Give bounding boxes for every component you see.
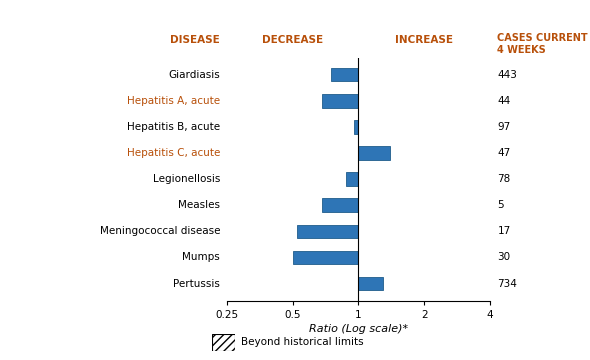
Text: DECREASE: DECREASE (262, 35, 323, 45)
Bar (353, 120, 359, 134)
Text: Pertussis: Pertussis (173, 279, 220, 289)
Text: 5: 5 (497, 200, 504, 210)
Text: 734: 734 (497, 279, 517, 289)
Text: 443: 443 (497, 69, 517, 80)
Text: 17: 17 (497, 226, 510, 237)
Text: Hepatitis C, acute: Hepatitis C, acute (127, 148, 220, 158)
Bar (322, 198, 359, 212)
X-axis label: Ratio (Log scale)*: Ratio (Log scale)* (309, 324, 408, 334)
Text: 44: 44 (497, 96, 510, 106)
Text: Meningococcal disease: Meningococcal disease (100, 226, 220, 237)
Text: Measles: Measles (178, 200, 220, 210)
Bar (297, 225, 359, 238)
Text: 97: 97 (497, 122, 510, 132)
Bar (293, 251, 359, 264)
Text: Hepatitis A, acute: Hepatitis A, acute (127, 96, 220, 106)
Bar (359, 146, 391, 160)
Text: Hepatitis B, acute: Hepatitis B, acute (127, 122, 220, 132)
Text: Giardiasis: Giardiasis (168, 69, 220, 80)
Bar (322, 94, 359, 108)
Text: 4 WEEKS: 4 WEEKS (497, 45, 546, 55)
Text: Mumps: Mumps (182, 252, 220, 262)
Bar (331, 68, 359, 81)
Text: Beyond historical limits: Beyond historical limits (241, 337, 363, 347)
Text: DISEASE: DISEASE (171, 35, 220, 45)
Text: CASES CURRENT: CASES CURRENT (497, 33, 588, 43)
Text: Legionellosis: Legionellosis (153, 174, 220, 184)
Bar (359, 277, 384, 291)
Text: 47: 47 (497, 148, 510, 158)
Text: 78: 78 (497, 174, 510, 184)
Text: INCREASE: INCREASE (395, 35, 453, 45)
Bar (346, 172, 359, 186)
Text: 30: 30 (497, 252, 510, 262)
